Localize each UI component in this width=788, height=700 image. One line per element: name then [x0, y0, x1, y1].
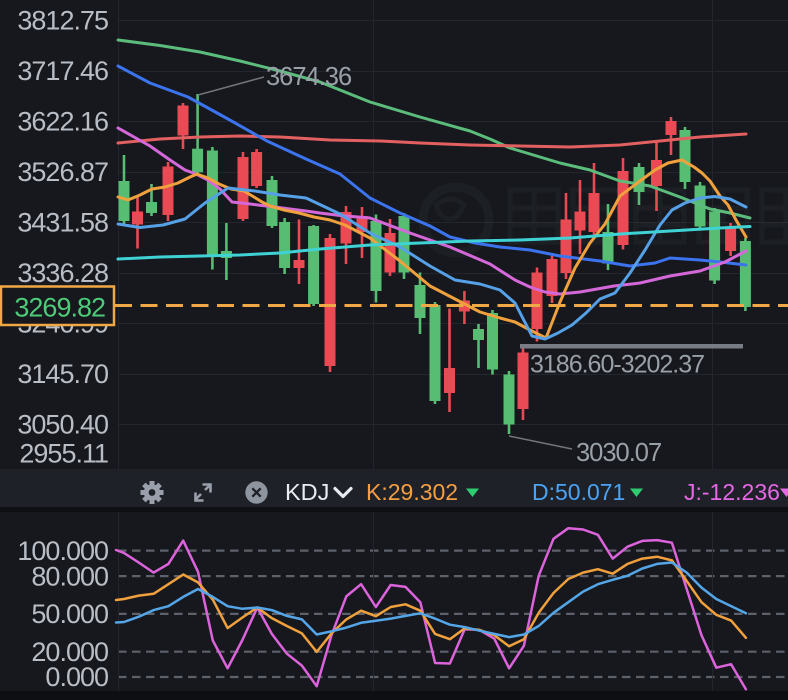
svg-text:3186.60-3202.37: 3186.60-3202.37 [530, 351, 704, 379]
svg-text:3526.87: 3526.87 [17, 157, 108, 187]
svg-text:3674.36: 3674.36 [266, 63, 352, 91]
svg-text:3145.70: 3145.70 [17, 359, 108, 389]
svg-text:3717.46: 3717.46 [17, 56, 108, 86]
svg-text:50.000: 50.000 [31, 599, 108, 629]
svg-text:3269.82: 3269.82 [14, 293, 105, 323]
svg-text:2955.11: 2955.11 [19, 439, 108, 469]
svg-text:3050.40: 3050.40 [17, 410, 108, 440]
svg-text:J:-12.236: J:-12.236 [684, 479, 780, 505]
svg-text:3030.07: 3030.07 [576, 439, 661, 467]
svg-text:100.000: 100.000 [17, 536, 108, 566]
svg-text:3812.75: 3812.75 [17, 6, 108, 36]
svg-text:80.000: 80.000 [31, 561, 108, 591]
svg-text:D:50.071: D:50.071 [532, 479, 625, 505]
svg-text:3622.16: 3622.16 [17, 107, 108, 137]
svg-text:3336.28: 3336.28 [17, 258, 108, 288]
svg-text:0.000: 0.000 [45, 662, 108, 692]
svg-text:3431.58: 3431.58 [17, 208, 108, 238]
svg-text:KDJ: KDJ [285, 479, 329, 505]
svg-text:K:29.302: K:29.302 [366, 479, 458, 505]
svg-text:20.000: 20.000 [31, 637, 108, 667]
